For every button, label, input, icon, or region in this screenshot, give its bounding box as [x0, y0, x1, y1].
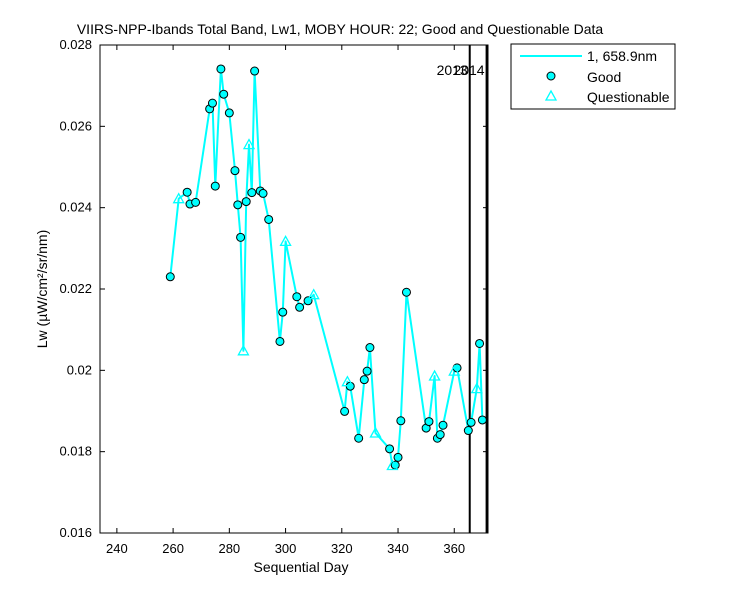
good-point	[365, 343, 375, 353]
plot-area	[99, 44, 489, 534]
x-axis-label: Sequential Day	[254, 559, 349, 575]
legend-series-label: 1, 658.9nm	[587, 48, 657, 64]
good-point	[230, 166, 240, 176]
good-point	[396, 416, 406, 426]
questionable-point	[470, 382, 483, 394]
questionable-point	[341, 375, 354, 387]
x-tick-label: 240	[106, 541, 128, 556]
good-point	[385, 444, 395, 454]
questionable-point	[428, 369, 441, 381]
y-tick-label: 0.022	[59, 281, 92, 296]
questionable-point	[237, 344, 250, 356]
good-point	[207, 98, 217, 108]
y-tick-labels: 0.016 0.018 0.02 0.022 0.024 0.026 0.028	[59, 37, 92, 540]
good-point	[250, 66, 260, 76]
y-axis-label: Lw (µW/cm²/sr/nm)	[34, 230, 50, 349]
good-point	[216, 64, 226, 74]
axis-ticks	[100, 44, 488, 534]
good-point	[210, 181, 220, 191]
y-tick-label: 0.024	[59, 200, 92, 215]
year-label: 2013	[437, 62, 468, 78]
good-point	[258, 188, 268, 198]
good-points-group	[165, 64, 487, 470]
good-point	[354, 433, 364, 443]
questionable-point	[369, 426, 382, 438]
good-point	[165, 272, 175, 282]
good-point	[275, 336, 285, 346]
x-tick-label: 360	[443, 541, 465, 556]
y-tick-label: 0.028	[59, 37, 92, 52]
questionable-point	[386, 459, 399, 471]
legend-good-label: Good	[587, 69, 621, 85]
legend-questionable-label: Questionable	[587, 89, 670, 105]
x-tick-labels: 240 260 280 300 320 340 360	[106, 541, 465, 556]
questionable-point	[172, 192, 185, 204]
good-point	[241, 197, 251, 207]
good-point	[401, 287, 411, 297]
good-point	[236, 232, 246, 242]
x-tick-label: 340	[387, 541, 409, 556]
year-label: 2014	[453, 62, 484, 78]
good-point	[292, 292, 302, 302]
good-point	[393, 452, 403, 462]
questionable-point	[242, 138, 256, 150]
y-tick-label: 0.018	[59, 444, 92, 459]
good-point	[295, 302, 305, 312]
good-point	[224, 108, 234, 118]
good-point	[303, 296, 313, 306]
y-tick-label: 0.016	[59, 525, 92, 540]
good-point	[191, 197, 201, 207]
y-tick-label: 0.02	[67, 362, 92, 377]
good-point	[424, 417, 434, 427]
questionable-point	[307, 288, 320, 300]
good-point	[264, 214, 274, 224]
x-tick-label: 320	[331, 541, 353, 556]
good-point	[463, 426, 473, 436]
good-point	[182, 187, 192, 197]
y-tick-label: 0.026	[59, 118, 92, 133]
x-tick-label: 280	[218, 541, 240, 556]
x-tick-label: 300	[275, 541, 297, 556]
good-point	[278, 307, 288, 317]
good-point	[340, 406, 350, 416]
questionable-point	[279, 235, 292, 247]
chart-title: VIIRS-NPP-Ibands Total Band, Lw1, MOBY H…	[77, 21, 604, 37]
x-tick-label: 260	[162, 541, 184, 556]
good-point	[219, 89, 229, 99]
legend-questionable-marker	[544, 89, 558, 101]
good-point	[435, 430, 445, 440]
good-point	[233, 200, 243, 210]
good-point	[466, 417, 476, 427]
legend-box	[510, 43, 676, 110]
questionable-point	[448, 364, 461, 376]
good-point	[438, 420, 448, 430]
good-point	[475, 338, 485, 348]
questionable-points-group	[172, 138, 483, 471]
legend-good-marker	[546, 71, 556, 81]
good-point	[362, 366, 372, 376]
good-point	[359, 375, 369, 385]
good-point	[247, 188, 257, 198]
good-point	[477, 415, 487, 425]
legend: 1, 658.9nm Good Questionable	[510, 43, 676, 110]
